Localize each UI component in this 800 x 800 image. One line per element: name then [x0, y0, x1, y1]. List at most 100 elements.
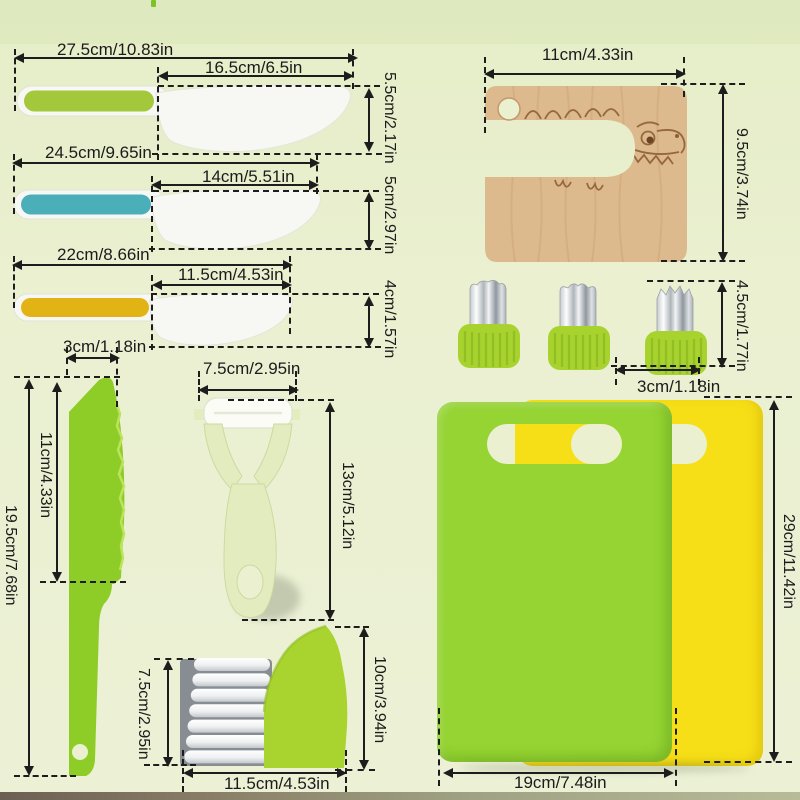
dim-line — [364, 296, 374, 348]
dim-lettuce-width-label: 3cm/1.18in — [63, 337, 147, 356]
dim-guide — [661, 83, 745, 85]
dim-knife2-height-label: 5cm/2.97in — [381, 176, 398, 255]
dim-line — [52, 382, 62, 582]
dim-lettuce-total-label: 19.5cm/7.68in — [2, 505, 19, 606]
dim-guide — [704, 396, 792, 398]
wooden-crocodile-chopper — [485, 86, 687, 262]
dim-guide — [151, 176, 153, 252]
dim-guide — [611, 365, 735, 367]
vegetable-cutter-star — [645, 285, 707, 375]
dim-line — [66, 353, 120, 363]
dim-guide — [438, 708, 440, 786]
dim-line — [158, 71, 354, 81]
dim-line — [151, 180, 319, 190]
dim-knife1-height-label: 5.5cm/2.17in — [381, 72, 398, 164]
dim-guide — [149, 248, 381, 250]
dim-lettuce-blade-label: 11cm/4.33in — [37, 432, 54, 518]
dim-guide — [228, 399, 334, 401]
dim-knife2-blade-label: 14cm/5.51in — [202, 167, 295, 186]
dim-crinkle-blade-label: 7.5cm/2.95in — [135, 668, 152, 760]
dim-guide — [14, 49, 16, 111]
dim-guide — [182, 750, 184, 792]
dim-knife3-blade-label: 11.5cm/4.53in — [178, 265, 284, 284]
dim-line — [152, 280, 292, 290]
dim-knife3-total-label: 22cm/8.66in — [57, 245, 150, 264]
dim-croc-width-label: 11cm/4.33in — [542, 45, 634, 64]
dim-cutter-width-label: 3cm/1.18in — [637, 377, 721, 396]
dim-guide — [295, 371, 297, 401]
dim-line — [359, 627, 369, 770]
dim-line — [24, 379, 34, 776]
dim-line — [12, 158, 320, 168]
dim-guide — [242, 619, 334, 621]
dim-guide — [153, 190, 379, 192]
dim-guide — [151, 293, 379, 295]
dim-knife3-height-label: 4cm/1.57in — [381, 280, 398, 359]
board-shadow — [460, 764, 750, 772]
lettuce-knife — [69, 377, 126, 776]
dim-guide — [144, 764, 196, 766]
dim-croc-height-label: 9.5cm/3.74in — [733, 128, 750, 220]
dim-guide — [152, 153, 382, 155]
dim-line — [325, 402, 335, 620]
dim-crinkle-height-label: 10cm/3.94in — [371, 656, 388, 744]
board-handle-hole — [571, 424, 622, 464]
dim-guide — [683, 57, 685, 97]
dim-line — [717, 282, 727, 368]
dim-knife1-blade-label: 16.5cm/6.5in — [205, 58, 303, 77]
dim-guide — [13, 154, 15, 214]
dim-guide — [158, 85, 380, 87]
dim-guide — [698, 357, 700, 385]
dim-guide — [149, 346, 381, 348]
dim-line — [198, 385, 299, 395]
dim-guide — [335, 626, 369, 628]
dim-guide — [157, 67, 159, 160]
vegetable-cutter-tulip — [548, 283, 610, 370]
crinkle-cutter — [180, 624, 348, 768]
dim-line — [615, 365, 701, 375]
dim-board-height-label: 29cm/11.42in — [780, 514, 797, 609]
dim-line — [769, 400, 779, 762]
background-band — [0, 0, 800, 44]
dim-guide — [14, 775, 76, 777]
dim-line — [364, 88, 374, 152]
dim-guide — [154, 658, 194, 660]
dim-line — [443, 768, 674, 778]
dim-guide — [335, 769, 375, 771]
dim-guide — [345, 750, 347, 792]
stray-mark — [151, 0, 156, 7]
dim-guide — [40, 581, 126, 583]
dim-peeler-width-label: 7.5cm/2.95in — [203, 359, 301, 378]
dim-guide — [352, 49, 354, 89]
dim-guide — [661, 260, 745, 262]
kids-knife-large — [16, 84, 351, 153]
dim-guide — [647, 280, 735, 282]
dim-guide — [316, 154, 318, 194]
dim-crinkle-width-label: 11.5cm/4.53in — [224, 774, 330, 793]
kids-knife-small — [13, 292, 293, 346]
dim-knife1-total-label: 27.5cm/10.83in — [57, 40, 174, 59]
y-peeler — [194, 397, 300, 618]
dim-guide — [198, 371, 200, 401]
dim-guide — [66, 347, 68, 375]
dim-line — [364, 192, 374, 250]
dim-guide — [675, 708, 677, 786]
dim-guide — [13, 256, 15, 308]
dim-line — [163, 660, 173, 767]
kids-knife-medium — [13, 188, 321, 250]
dim-guide — [615, 357, 617, 385]
dim-peeler-height-label: 13cm/5.12in — [339, 462, 356, 550]
table-edge — [0, 792, 800, 800]
dim-guide — [14, 376, 120, 378]
dim-guide — [289, 256, 291, 334]
dim-guide — [704, 761, 792, 763]
dim-guide — [151, 275, 153, 350]
vegetable-cutter-flower — [458, 280, 520, 368]
board-handle-hole — [487, 424, 622, 464]
dim-line — [484, 69, 686, 79]
dim-knife2-total-label: 24.5cm/9.65in — [45, 143, 152, 162]
dim-cutter-height-label: 4.5cm/1.77in — [733, 280, 750, 372]
dim-line — [12, 260, 293, 270]
dim-line — [14, 53, 358, 63]
